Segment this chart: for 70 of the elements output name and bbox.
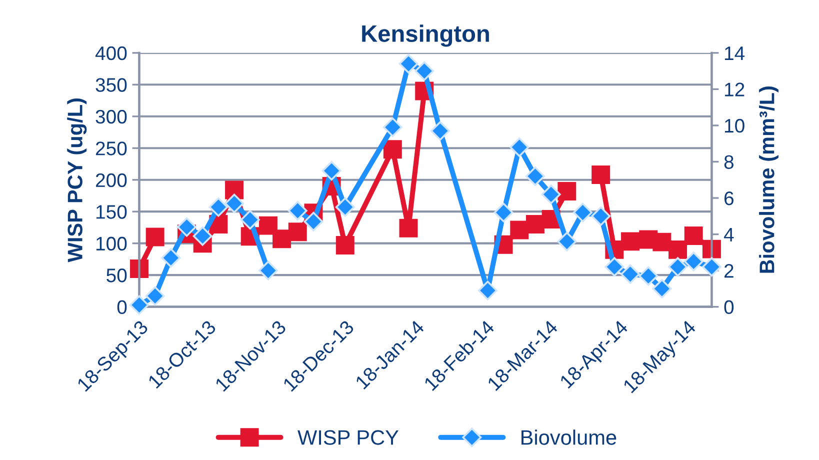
y-axis-title: WISP PCY (ug/L) <box>67 98 87 262</box>
legend-label: WISP PCY <box>298 430 399 445</box>
point <box>288 222 307 242</box>
y2-tick-label: 2 <box>724 264 734 278</box>
point <box>208 197 228 217</box>
point <box>620 264 640 284</box>
y2-tick-label: 8 <box>724 155 734 169</box>
point <box>258 260 278 280</box>
point <box>177 217 196 237</box>
point <box>224 194 244 214</box>
y-tick-label: 50 <box>106 268 127 282</box>
point <box>638 266 658 286</box>
point <box>702 257 722 277</box>
point <box>684 226 703 245</box>
legend-label: Biovolume <box>522 430 616 445</box>
point <box>145 286 165 306</box>
point <box>557 232 577 252</box>
point <box>146 228 164 246</box>
point <box>668 257 688 277</box>
point <box>592 166 610 184</box>
y2-axis-title: Biovolume (mm³/L) <box>759 86 778 273</box>
point <box>272 230 292 248</box>
y2-tick-label: 14 <box>725 46 745 60</box>
point <box>129 295 149 315</box>
point <box>652 232 672 252</box>
y-tick-label: 300 <box>96 110 127 124</box>
y-tick-label: 250 <box>96 142 127 156</box>
point <box>335 197 355 217</box>
chart-title: Kensington <box>362 24 489 47</box>
point <box>414 61 434 81</box>
y-tick-label: 400 <box>95 46 127 60</box>
point <box>225 180 244 200</box>
point <box>572 202 592 222</box>
point <box>304 212 324 232</box>
point <box>288 200 308 220</box>
point <box>541 184 561 204</box>
point <box>525 166 545 186</box>
point <box>258 216 278 235</box>
y-tick-label: 200 <box>96 173 127 188</box>
point <box>591 206 611 226</box>
point <box>240 210 260 230</box>
y2-tick-label: 0 <box>724 300 734 314</box>
point <box>558 182 576 201</box>
point <box>652 278 672 298</box>
point <box>621 232 640 251</box>
y-tick-label: 350 <box>96 78 127 92</box>
point <box>192 226 212 246</box>
y2-tick-label: 4 <box>724 228 734 242</box>
point <box>684 252 704 272</box>
point <box>398 54 418 74</box>
y2-tick-label: 10 <box>725 118 744 133</box>
y2-tick-label: 12 <box>725 82 744 96</box>
y-tick-label: 150 <box>96 205 127 219</box>
point <box>494 202 514 222</box>
y2-tick-label: 6 <box>724 191 734 206</box>
point <box>430 121 450 141</box>
point <box>130 259 148 278</box>
point <box>668 240 688 259</box>
point <box>382 118 402 138</box>
y-tick-label: 100 <box>96 236 127 251</box>
point <box>510 137 530 157</box>
point <box>383 140 402 159</box>
point <box>161 248 181 268</box>
point <box>604 257 624 277</box>
point <box>322 161 342 181</box>
point <box>399 218 418 238</box>
point <box>336 236 354 254</box>
point <box>478 280 498 300</box>
y-tick-label: 0 <box>117 300 127 314</box>
point <box>526 215 544 234</box>
